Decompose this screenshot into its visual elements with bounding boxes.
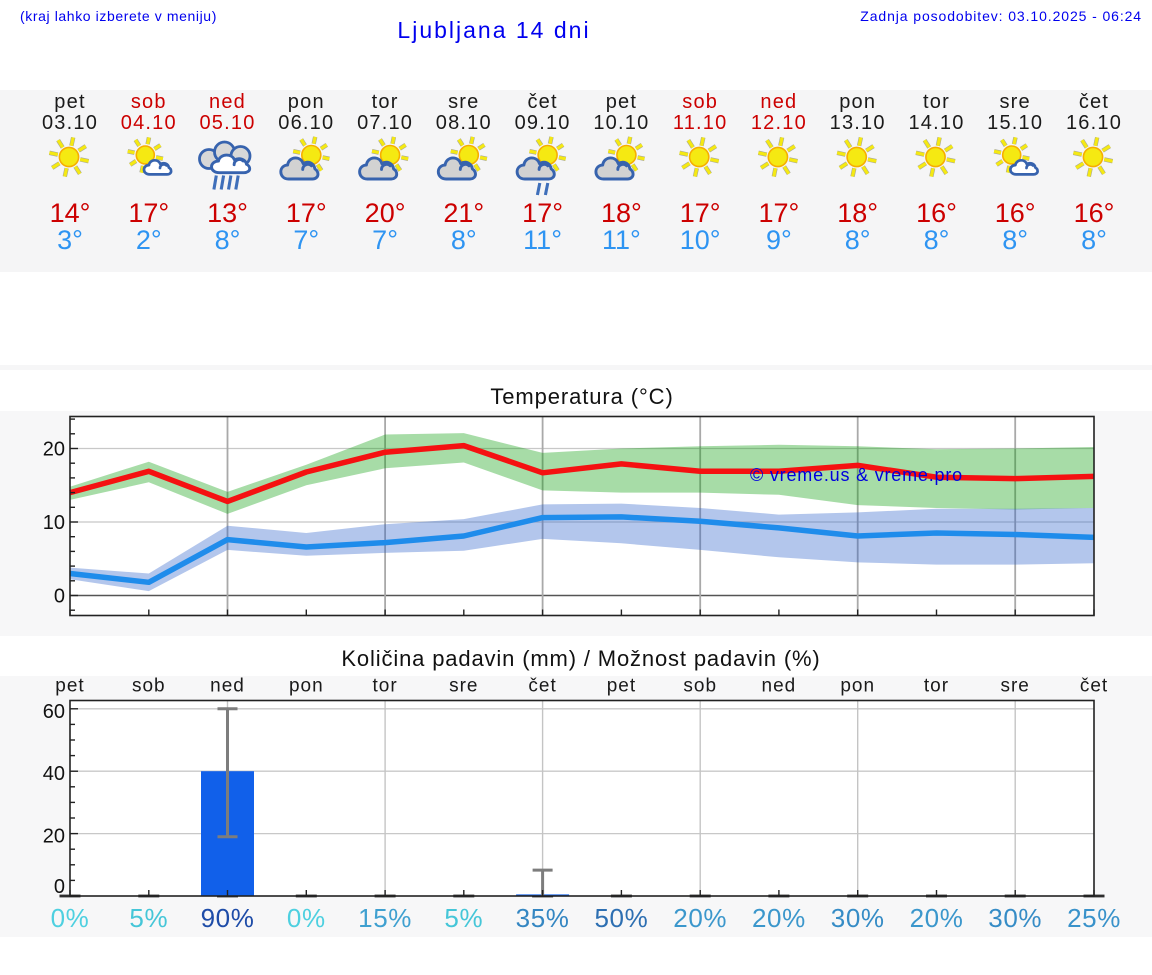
svg-text:0: 0 [54,876,65,898]
svg-text:ned: ned [210,676,245,697]
svg-text:90%: 90% [201,903,255,933]
svg-text:50%: 50% [594,903,648,933]
svg-text:40: 40 [43,763,65,785]
svg-text:0%: 0% [287,903,326,933]
svg-text:ned: ned [762,676,797,697]
svg-text:pon: pon [840,676,875,697]
svg-text:čet: čet [528,676,556,697]
svg-text:5%: 5% [444,903,483,933]
svg-text:0: 0 [54,586,65,608]
svg-text:35%: 35% [516,903,570,933]
svg-text:tor: tor [373,676,398,697]
svg-text:20: 20 [43,439,65,461]
svg-text:30%: 30% [831,903,885,933]
svg-text:10: 10 [43,512,65,534]
svg-text:0%: 0% [51,903,90,933]
svg-text:sob: sob [132,676,166,697]
svg-text:20%: 20% [673,903,727,933]
svg-text:čet: čet [1080,676,1108,697]
svg-text:tor: tor [924,676,949,697]
svg-text:20%: 20% [910,903,964,933]
svg-text:20: 20 [43,826,65,848]
svg-text:sre: sre [1000,676,1029,697]
svg-text:25%: 25% [1067,903,1121,933]
svg-text:pon: pon [289,676,324,697]
svg-text:sre: sre [449,676,478,697]
svg-text:5%: 5% [129,903,168,933]
svg-text:20%: 20% [752,903,806,933]
svg-text:30%: 30% [988,903,1042,933]
svg-text:60: 60 [43,701,65,723]
svg-text:pet: pet [607,676,636,697]
svg-text:© vreme.us & vreme.pro: © vreme.us & vreme.pro [750,465,963,485]
svg-text:pet: pet [55,676,84,697]
svg-text:sob: sob [683,676,717,697]
svg-text:15%: 15% [358,903,412,933]
